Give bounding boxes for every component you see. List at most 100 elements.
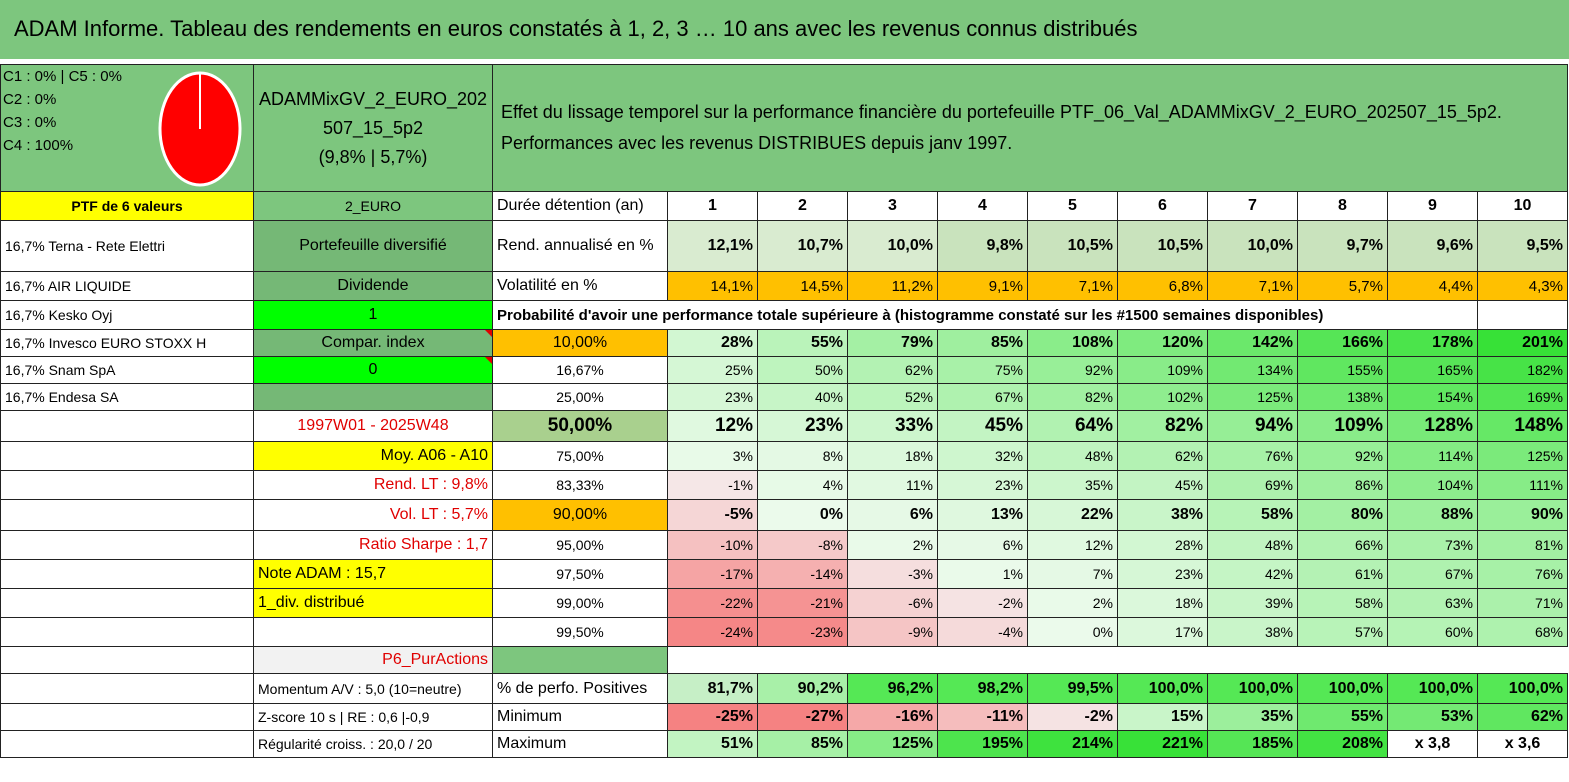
value-cell: 4%	[757, 470, 848, 500]
asset-name-cell	[0, 410, 254, 442]
value-cell: 10	[1477, 191, 1568, 221]
value-cell: -9%	[847, 617, 938, 647]
value-cell: 18%	[847, 441, 938, 471]
table-row: Ratio Sharpe : 1,7 95,00% -10% -8% 2% 6% 12% 28…	[0, 530, 1568, 560]
value-cell: 92%	[1027, 356, 1118, 384]
value-cell: 67%	[937, 383, 1028, 411]
value-cell: 4,4%	[1387, 271, 1478, 301]
value-cell: 80%	[1297, 499, 1388, 531]
value-cell: 5,7%	[1297, 271, 1388, 301]
table-row: Moy. A06 - A10 75,00% 3% 8% 18% 32% 48% 62% 76% 9…	[0, 441, 1568, 471]
value-cell: 9	[1387, 191, 1478, 221]
value-cell: 85%	[757, 730, 848, 758]
asset-name-cell	[0, 499, 254, 531]
asset-name-cell: 16,7% Snam SpA	[0, 356, 254, 384]
value-cell: -3%	[847, 559, 938, 589]
value-cell: 221%	[1117, 730, 1208, 758]
info-cell: Ratio Sharpe : 1,7	[253, 530, 493, 560]
value-cell: 7	[1207, 191, 1298, 221]
value-cell: 201%	[1477, 329, 1568, 357]
value-cell: 14,5%	[757, 271, 848, 301]
row-label-cell: 16,67%	[492, 356, 668, 384]
value-cell: 73%	[1387, 530, 1478, 560]
value-cell: 81,7%	[667, 673, 758, 704]
value-cell: 82%	[1117, 410, 1208, 442]
value-cell: 100,0%	[1207, 673, 1298, 704]
value-cell: x 3,6	[1477, 730, 1568, 758]
value-cell: 5	[1027, 191, 1118, 221]
row-label-cell: 99,00%	[492, 588, 668, 618]
info-cell: Note ADAM : 15,7	[253, 559, 493, 589]
value-cell: 94%	[1207, 410, 1298, 442]
value-cell: 82%	[1027, 383, 1118, 411]
value-cell: 55%	[757, 329, 848, 357]
value-cell: -22%	[667, 588, 758, 618]
value-cell: 88%	[1387, 499, 1478, 531]
value-cell: 100,0%	[1387, 673, 1478, 704]
legend-line: C1 : 0% | C5 : 0%	[3, 68, 122, 85]
comment-marker	[485, 330, 492, 337]
value-cell: 10,5%	[1027, 220, 1118, 272]
value-cell: 109%	[1297, 410, 1388, 442]
value-cell: 11%	[847, 470, 938, 500]
row-label-cell: Durée détention (an)	[492, 191, 668, 221]
value-cell: 6%	[937, 530, 1028, 560]
value-cell: 62%	[1477, 703, 1568, 731]
info-cell: Compar. index	[253, 329, 493, 357]
value-cell: -5%	[667, 499, 758, 531]
info-cell: P6_PurActions	[253, 646, 493, 674]
info-cell: Portefeuille diversifié	[253, 220, 493, 272]
value-cell: 125%	[1207, 383, 1298, 411]
value-cell: 42%	[1207, 559, 1298, 589]
value-cell: 10,5%	[1117, 220, 1208, 272]
asset-name-cell	[0, 617, 254, 647]
value-cell: 102%	[1117, 383, 1208, 411]
value-cell: 6,8%	[1117, 271, 1208, 301]
fund-name-line: ADAMMixGV_2_EURO_202	[258, 88, 488, 109]
value-cell: 214%	[1027, 730, 1118, 758]
value-cell: 108%	[1027, 329, 1118, 357]
value-cell: -16%	[847, 703, 938, 731]
value-cell: 22%	[1027, 499, 1118, 531]
table-row: 16,7% Snam SpA 0 16,67% 25% 50% 62% 75% 92% 109%…	[0, 356, 1568, 384]
value-cell: 53%	[1387, 703, 1478, 731]
value-cell: -2%	[1027, 703, 1118, 731]
value-cell: 76%	[1477, 559, 1568, 589]
value-cell: 12%	[667, 410, 758, 442]
value-cell: -11%	[937, 703, 1028, 731]
title-bar: ADAM Informe. Tableau des rendements en …	[0, 0, 1569, 62]
value-cell: 58%	[1207, 499, 1298, 531]
value-cell: 76%	[1207, 441, 1298, 471]
info-cell: 0	[253, 356, 493, 384]
asset-name-cell	[0, 703, 254, 731]
row-label-cell: % de perfo. Positives	[492, 673, 668, 704]
asset-name-cell	[0, 470, 254, 500]
info-cell: Vol. LT : 5,7%	[253, 499, 493, 531]
value-cell: 86%	[1297, 470, 1388, 500]
value-cell: 15%	[1117, 703, 1208, 731]
value-cell: 13%	[937, 499, 1028, 531]
info-cell: 1997W01 - 2025W48	[253, 410, 493, 442]
table-row: P6_PurActions	[0, 646, 1568, 674]
value-cell: 48%	[1207, 530, 1298, 560]
row-label-cell	[492, 646, 668, 674]
value-cell: 6	[1117, 191, 1208, 221]
value-cell: 100,0%	[1297, 673, 1388, 704]
info-cell: Régularité croiss. : 20,0 / 20	[253, 730, 493, 758]
info-cell	[253, 617, 493, 647]
value-cell: 1	[667, 191, 758, 221]
value-cell: 68%	[1477, 617, 1568, 647]
value-cell: -24%	[667, 617, 758, 647]
value-cell: 28%	[1117, 530, 1208, 560]
table-row: 16,7% Endesa SA 25,00% 23% 40% 52% 67% 82% 102%…	[0, 383, 1568, 411]
table-row: Vol. LT : 5,7% 90,00% -5% 0% 6% 13% 22% 38% 58% 8…	[0, 499, 1568, 531]
value-cell: 38%	[1207, 617, 1298, 647]
asset-name-cell: 16,7% Kesko Oyj	[0, 300, 254, 330]
value-cell: 33%	[847, 410, 938, 442]
fund-name-line: 507_15_5p2	[322, 117, 424, 138]
legend-line: C2 : 0%	[3, 91, 57, 108]
value-cell: 7,1%	[1027, 271, 1118, 301]
value-cell: 18%	[1117, 588, 1208, 618]
value-cell: 64%	[1027, 410, 1118, 442]
